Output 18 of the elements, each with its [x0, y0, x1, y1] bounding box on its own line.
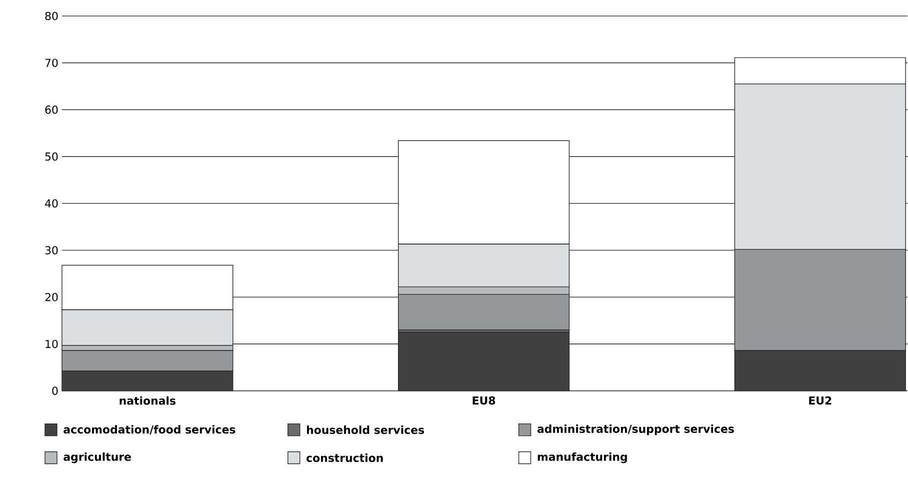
legend-label: manufacturing — [538, 452, 627, 464]
legend-label: accomodation/food services — [64, 425, 236, 435]
x-tick-label: EU2 — [809, 396, 832, 405]
y-tick-label: 50 — [45, 152, 58, 161]
legend-label: agriculture — [64, 452, 131, 464]
y-tick-label: 0 — [52, 386, 58, 396]
x-tick-label: EU8 — [472, 396, 496, 405]
legend-label: household services — [306, 426, 424, 434]
x-tick-label: nationals — [120, 396, 176, 405]
y-tick-label: 30 — [45, 246, 58, 255]
y-tick-label: 10 — [46, 340, 58, 348]
y-tick-label: 20 — [45, 293, 58, 302]
legend-label: administration/support services — [537, 424, 734, 436]
y-tick-label: 70 — [45, 58, 58, 68]
legend-label: construction — [306, 454, 383, 462]
y-tick-label: 40 — [45, 199, 58, 208]
y-tick-label: 60 — [45, 106, 58, 114]
y-tick-label: 80 — [45, 12, 58, 20]
